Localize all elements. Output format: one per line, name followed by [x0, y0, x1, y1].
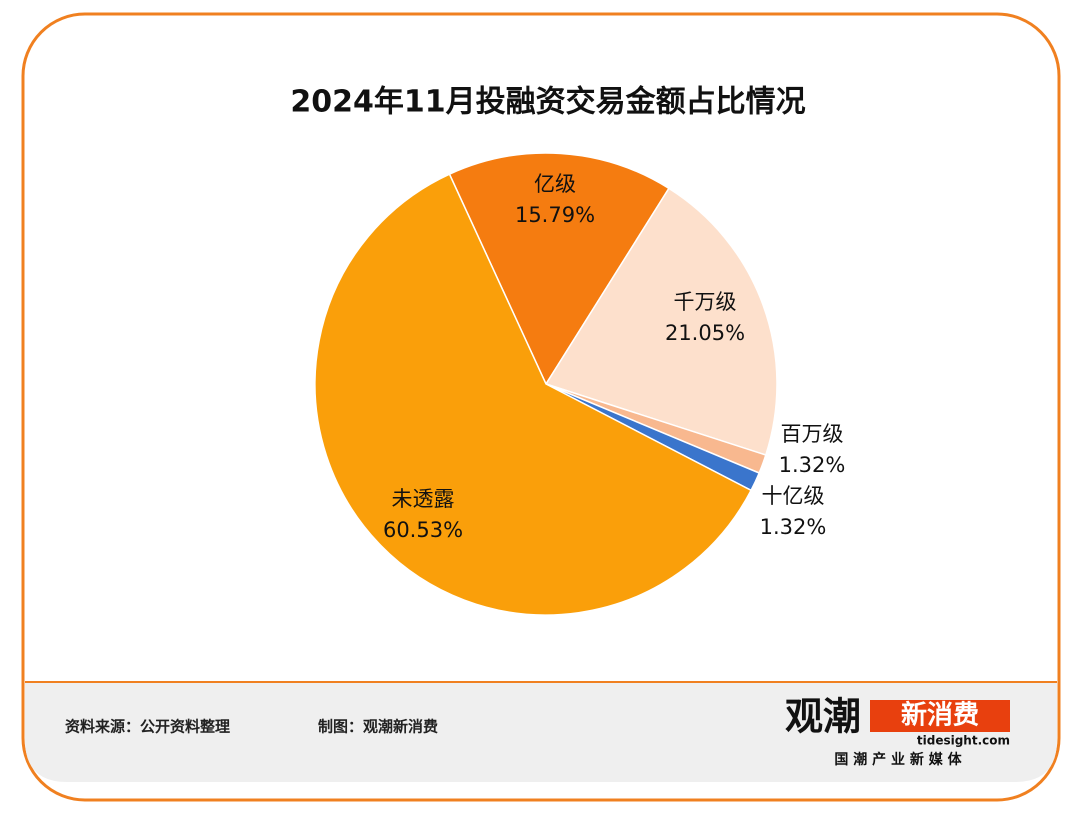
slice-label: 百万级 [781, 422, 844, 446]
pie-slice [544, 187, 778, 456]
logo-site: tidesight.com [917, 734, 1010, 748]
credit-note: 制图：观潮新消费 [318, 718, 438, 736]
logo-slogan: 国 潮 产 业 新 媒 体 [834, 751, 962, 768]
slice-label: 千万级 [674, 290, 737, 314]
slice-label: 未透露 [392, 487, 455, 511]
logo-box [870, 700, 1010, 732]
data-label: 21.05% [665, 321, 745, 345]
slice-label: 十亿级 [762, 484, 825, 508]
pie-slice [448, 152, 670, 386]
chart-title: 2024年11月投融资交易金额占比情况 [290, 85, 805, 120]
logo-name: 新消费 [901, 700, 979, 731]
data-label: 60.53% [383, 518, 463, 542]
frame [21, 12, 1061, 802]
source-note: 资料来源：公开资料整理 [65, 718, 230, 736]
data-label: 15.79% [515, 203, 595, 227]
footer-band [25, 682, 1057, 782]
data-label: 1.32% [779, 453, 846, 477]
pie-slice [314, 173, 753, 616]
slice-label: 亿级 [534, 172, 576, 196]
logo-name: 观潮 [785, 695, 861, 739]
data-label: 1.32% [760, 515, 827, 539]
pie: 亿级 15.79% 千万级 21.05% 百万级 1.32% 十亿级 1.32% 未透露 60.5… [314, 152, 846, 616]
